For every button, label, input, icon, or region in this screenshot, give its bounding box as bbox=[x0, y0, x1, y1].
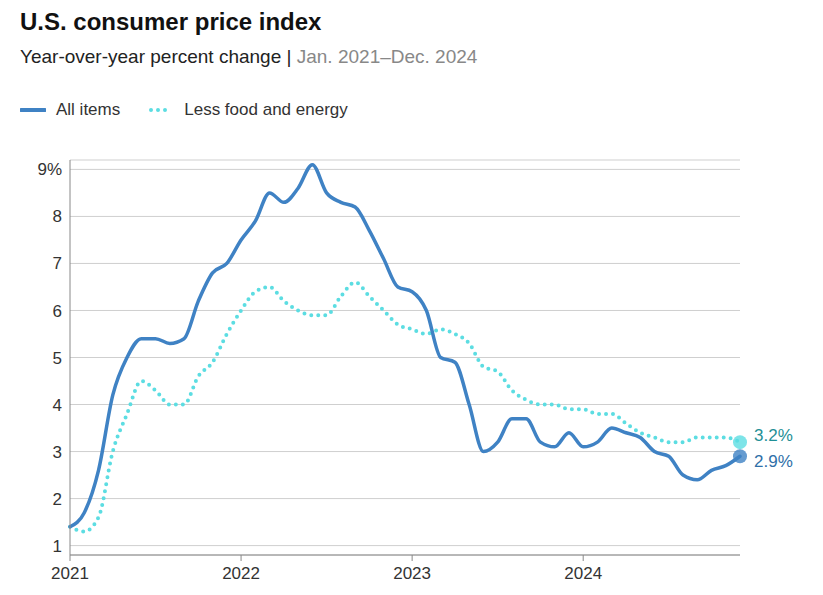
svg-text:3.2%: 3.2% bbox=[754, 426, 793, 445]
svg-text:2022: 2022 bbox=[222, 564, 260, 583]
html-text:U.S. consumer price index: U.S. consumer price index bbox=[20, 8, 322, 35]
svg-text:9%: 9% bbox=[37, 160, 62, 179]
html-text:Less food and energy: Less food and energy bbox=[184, 100, 348, 119]
svg-text:8: 8 bbox=[53, 207, 62, 226]
svg-text:2.9%: 2.9% bbox=[754, 452, 793, 471]
svg-text:7: 7 bbox=[53, 254, 62, 273]
svg-text:6: 6 bbox=[53, 302, 62, 321]
svg-text:1: 1 bbox=[53, 537, 62, 556]
svg-text:2023: 2023 bbox=[393, 564, 431, 583]
svg-text:4: 4 bbox=[53, 396, 62, 415]
svg-text:2021: 2021 bbox=[51, 564, 89, 583]
svg-text:5: 5 bbox=[53, 349, 62, 368]
svg-text:2024: 2024 bbox=[564, 564, 602, 583]
svg-text:3: 3 bbox=[53, 443, 62, 462]
svg-text:2: 2 bbox=[53, 490, 62, 509]
html-text:All items: All items bbox=[56, 100, 121, 119]
html-text:Year-over-year percent change: Year-over-year percent change | Jan. 202… bbox=[20, 46, 478, 67]
